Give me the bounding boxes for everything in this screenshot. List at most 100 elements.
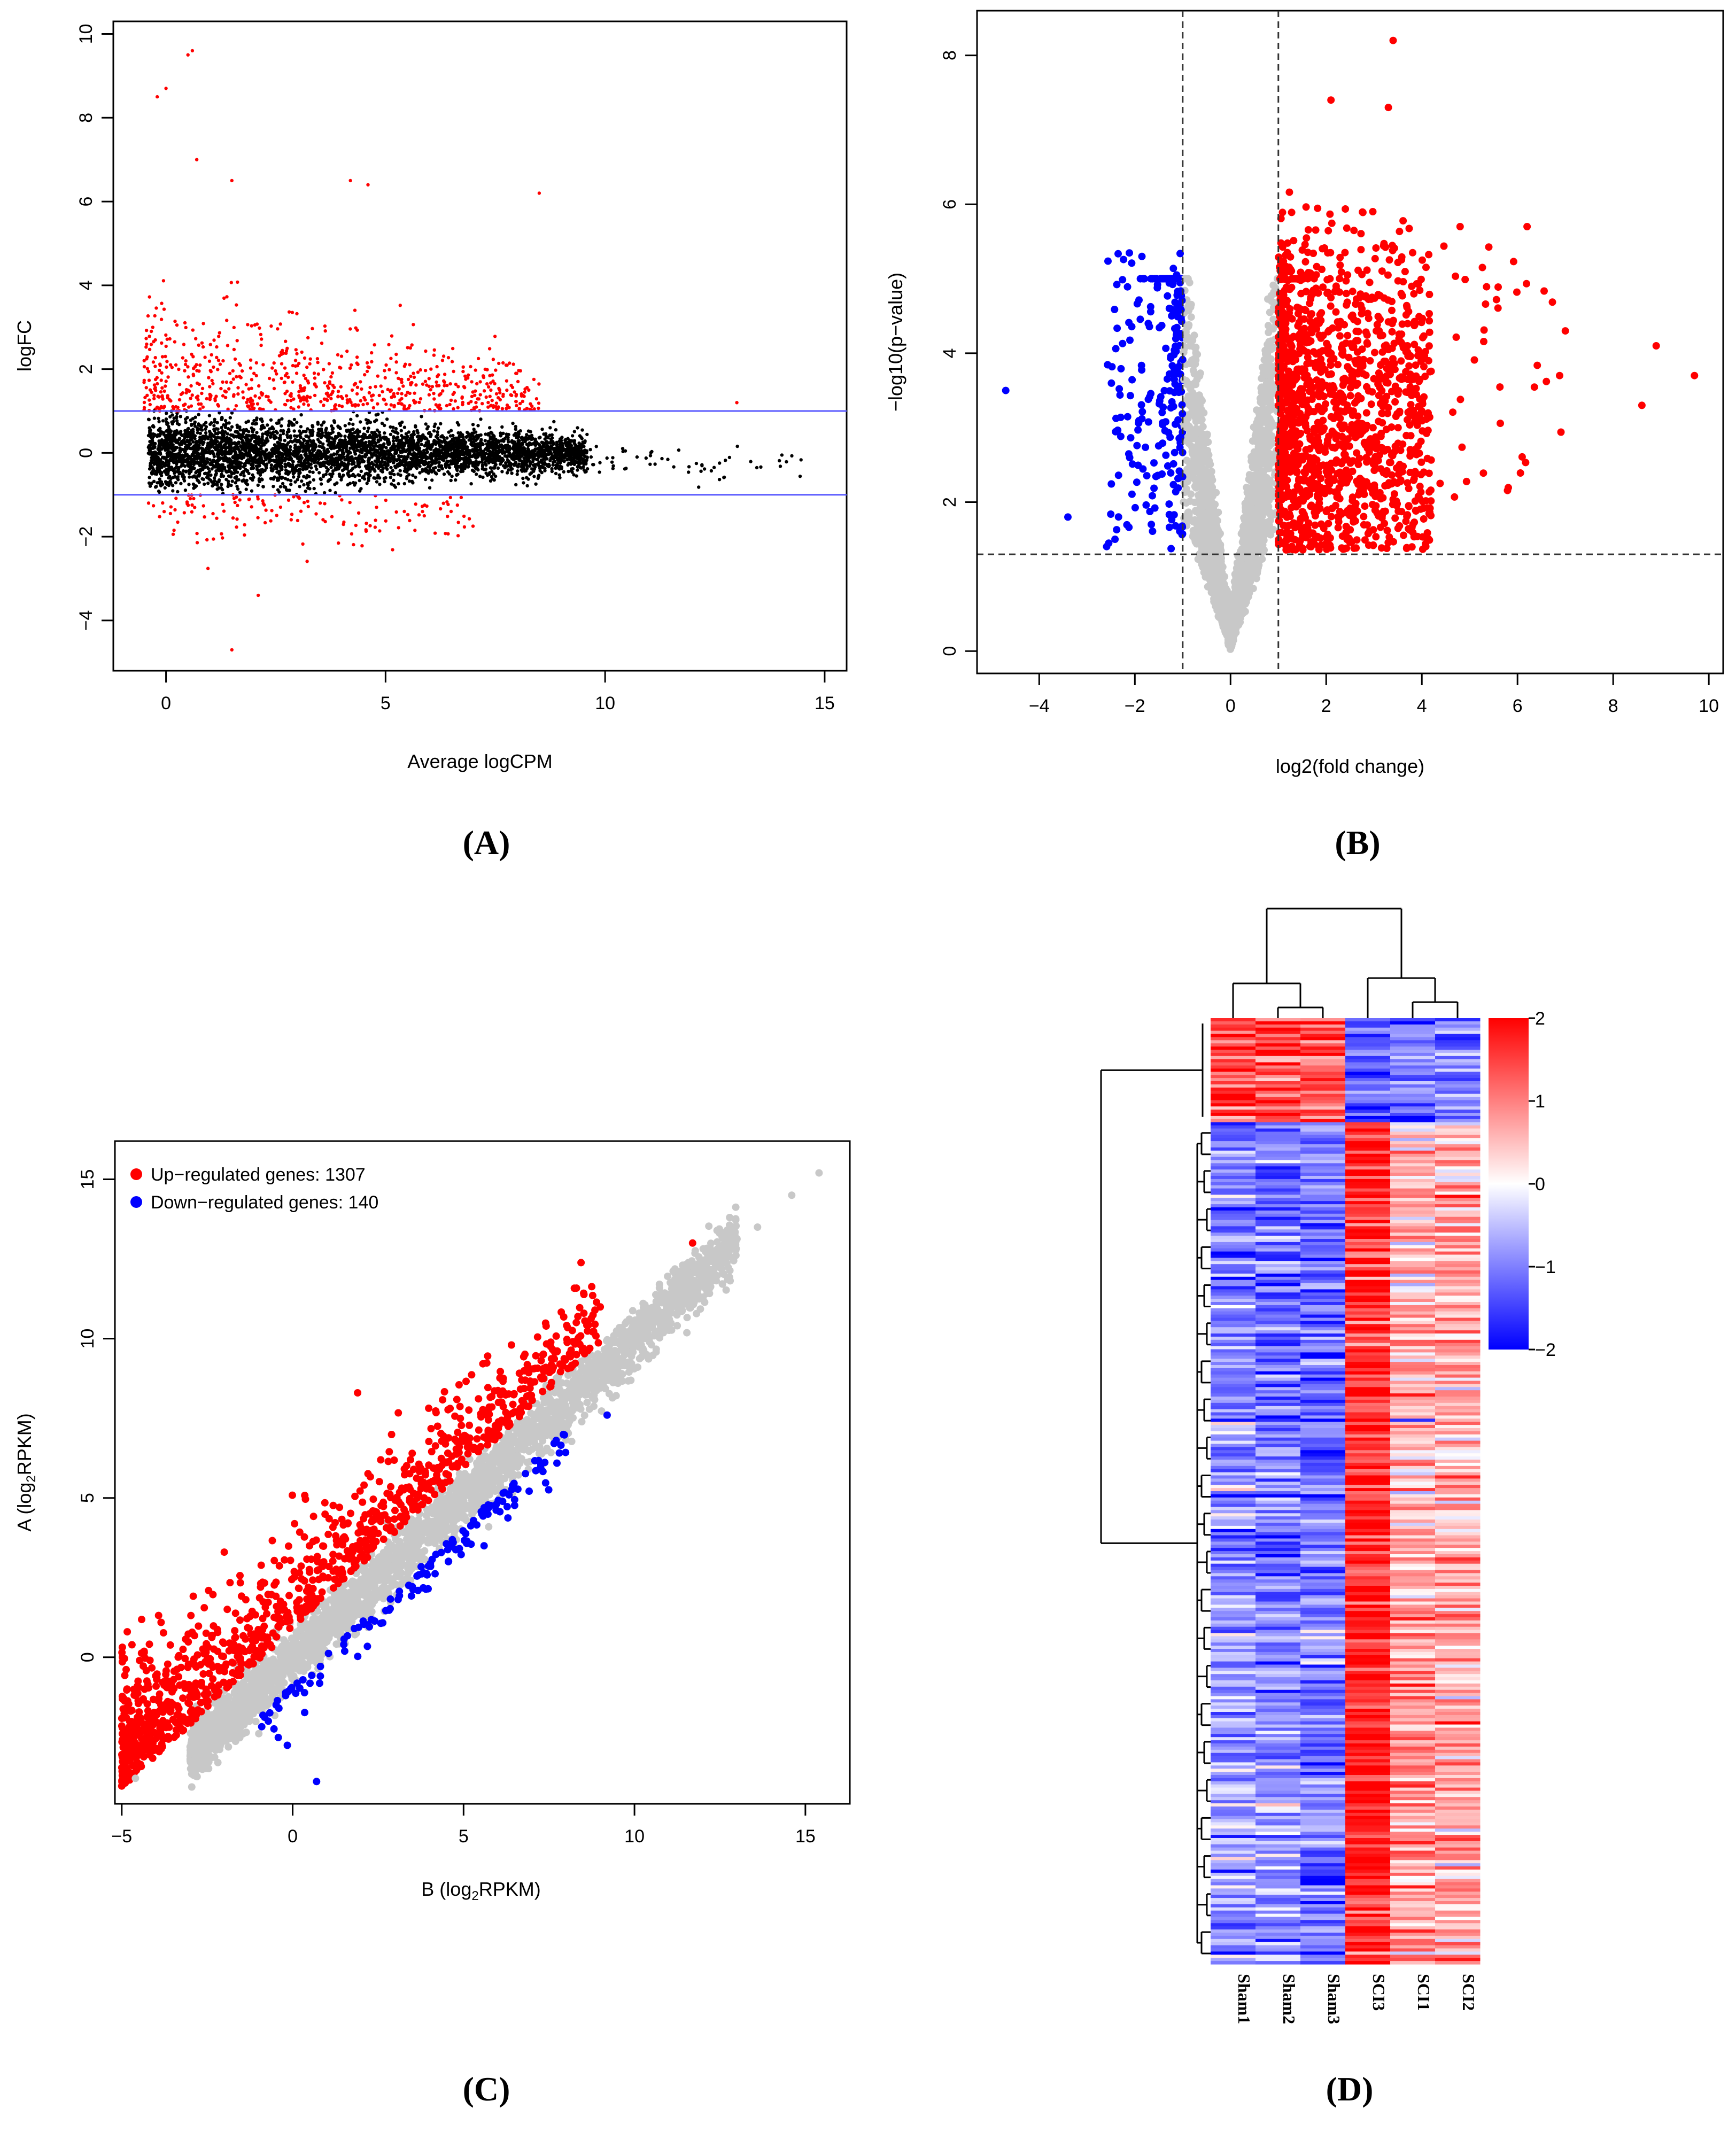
panel-a-point [221,359,225,363]
panel-a-point [439,392,443,396]
panel-a-point [279,351,283,354]
panel-a-point [203,448,207,452]
panel-a-point [290,513,294,516]
panel-a-point [270,448,274,453]
panel-a-point [466,461,470,465]
panel-a-point [446,356,451,360]
panel-a-point [259,417,262,421]
panel-a-point [258,326,261,330]
panel-a-point [148,467,152,471]
panel-a-point [308,362,312,366]
panel-a-point [183,321,187,325]
panel-a-point [358,489,362,493]
panel-a-point [265,437,269,440]
panel-a-point [412,399,416,402]
panel-a-point [529,455,532,459]
panel-a-point [441,389,445,393]
panel-a-point [321,442,325,446]
panel-a-point [246,323,250,327]
panel-a-point [542,432,546,436]
panel-a-point [515,371,518,375]
panel-a-point [166,481,169,485]
panel-a-point [240,369,244,373]
panel-a-point [309,443,313,447]
panel-a-point [724,459,727,462]
panel-a-point [198,455,202,460]
panel-a-point [461,433,464,437]
panel-a-point [401,384,405,388]
panel-a-point [262,443,266,447]
panel-a-point [151,453,154,457]
panel-a-point [365,421,369,425]
panel-a-points [142,49,803,652]
panel-a-point [523,469,526,473]
panel-a-point [316,421,320,424]
panel-a-point [476,356,480,361]
panel-a-point [548,433,552,437]
panel-a-point [521,399,525,404]
panel-a-point [402,425,407,429]
panel-a-point [328,477,332,482]
panel-a-point [360,435,363,439]
panel-a-point [456,534,460,538]
panel-a-point [516,469,520,473]
panel-a-point [298,399,303,403]
panel-a-point [283,402,287,407]
panel-a-point [238,464,242,468]
panel-a-point [157,428,160,432]
panel-a-point [241,390,245,394]
panel-a-point [290,422,294,426]
panel-a-point [184,359,188,363]
panel-a-point [363,398,367,402]
panel-a-point [400,397,404,401]
panel-a-point [407,464,410,468]
panel-a-point [246,452,250,455]
panel-a-point [149,329,153,334]
panel-a-point [352,448,356,452]
panel-a-point [489,388,493,392]
panel-a-point [283,457,287,461]
panel-a-point [430,460,433,464]
panel-a-point [572,473,576,477]
panel-a-point [204,425,208,429]
panel-a-point [236,386,240,390]
panel-a-point [280,417,284,421]
panel-a-point [229,381,233,384]
panel-a-point [302,475,306,478]
panel-a-point [342,452,346,456]
panel-a-point [429,367,433,371]
panel-a-point [509,383,513,387]
panel-a-point [238,452,242,455]
panel-a-point [383,423,386,428]
panel-a-point [292,407,296,411]
panel-a-point [514,394,518,398]
panel-a-point [381,390,384,394]
panel-a-point [316,360,320,365]
panel-a-point [269,463,274,467]
panel-a-point [304,434,308,438]
panel-a-point [359,380,362,384]
panel-a-point [532,448,536,453]
panel-a-point [355,328,359,332]
panel-a-point [227,437,230,441]
panel-a-point [463,374,467,378]
panel-a-point [520,442,523,446]
panel-a-point [275,431,279,435]
panel-a-point [798,475,802,478]
panel-a-point [532,469,536,473]
panel-a-point [177,437,181,440]
panel-a-point [304,449,308,454]
panel-a-point [221,394,225,398]
panel-a-point [537,448,541,452]
panel-a-point [211,463,215,468]
panel-a-point [495,440,499,444]
panel-a-point [255,459,259,463]
panel-a-point [237,456,241,460]
panel-a-point [202,440,206,445]
panel-a-point [557,473,561,477]
panel-a-point [543,469,547,472]
panel-a-point [263,455,267,459]
panel-a-point [427,393,431,397]
panel-a-point [351,434,355,438]
panel-a-point [500,470,504,474]
